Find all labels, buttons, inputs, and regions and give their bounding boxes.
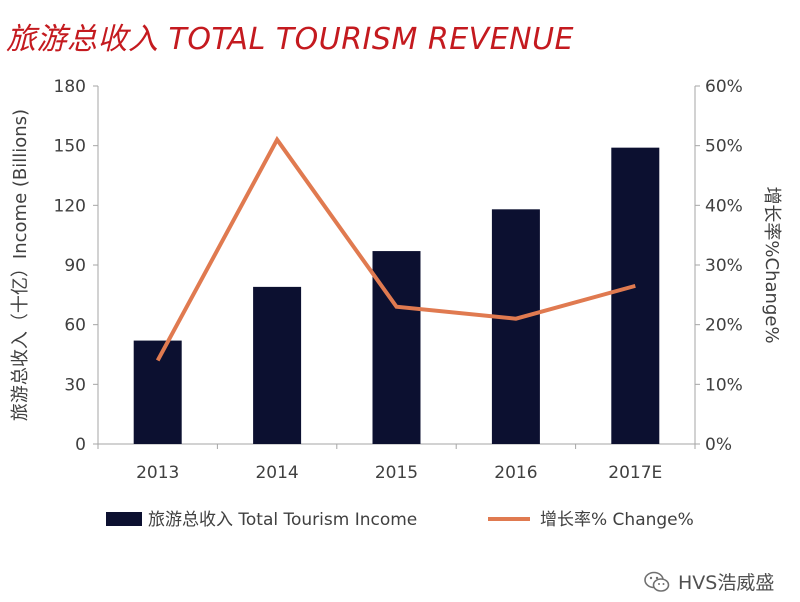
legend-bar-swatch xyxy=(106,512,142,526)
bar xyxy=(253,286,302,444)
y-tick-label: 90 xyxy=(64,256,86,276)
legend-line-label: 增长率% Change% xyxy=(540,510,694,530)
x-tick-label: 2013 xyxy=(136,463,179,483)
legend: 旅游总收入 Total Tourism Income 增长率% Change% xyxy=(106,510,694,530)
legend-bar-label: 旅游总收入 Total Tourism Income xyxy=(148,510,417,530)
bar-series xyxy=(133,147,660,444)
y-tick-label: 0 xyxy=(75,435,86,455)
y2-tick-label: 10% xyxy=(705,375,743,395)
y2-tick-labels: 0% 10% 20% 30% 40% 50% 60% xyxy=(705,77,743,455)
y-tick-label: 60 xyxy=(64,316,86,336)
y-tick-labels: 0 30 60 90 120 150 180 xyxy=(54,77,86,455)
watermark-text: HVS浩威盛 xyxy=(678,572,775,594)
x-tick-label: 2017E xyxy=(608,463,662,483)
x-tick-label: 2015 xyxy=(375,463,418,483)
watermark: HVS浩威盛 xyxy=(644,568,774,595)
x-tick-labels: 2013 2014 2015 2016 2017E xyxy=(136,463,662,483)
line-series xyxy=(155,135,636,362)
bar xyxy=(611,147,660,444)
y2-tick-label: 0% xyxy=(705,435,732,455)
y-tick-label: 120 xyxy=(54,196,86,216)
x-tick-label: 2016 xyxy=(494,463,537,483)
y2-tick-label: 60% xyxy=(705,77,743,97)
y-axis-title: 旅游总收入（十亿）Income (Billions) xyxy=(10,109,31,421)
y2-tick-label: 30% xyxy=(705,256,743,276)
y2-axis-title: 增长率%Change% xyxy=(761,186,782,343)
chart-title: 旅游总收入 TOTAL TOURISM REVENUE xyxy=(6,22,575,57)
y-tick-label: 30 xyxy=(64,375,86,395)
x-tick-label: 2014 xyxy=(255,463,298,483)
y-tick-label: 180 xyxy=(54,77,86,97)
bar xyxy=(491,209,540,444)
wechat-icon xyxy=(644,571,670,593)
bar xyxy=(133,340,182,444)
y2-tick-label: 40% xyxy=(705,196,743,216)
y-tick-label: 150 xyxy=(54,137,86,157)
y2-tick-label: 20% xyxy=(705,316,743,336)
y2-tick-label: 50% xyxy=(705,137,743,157)
